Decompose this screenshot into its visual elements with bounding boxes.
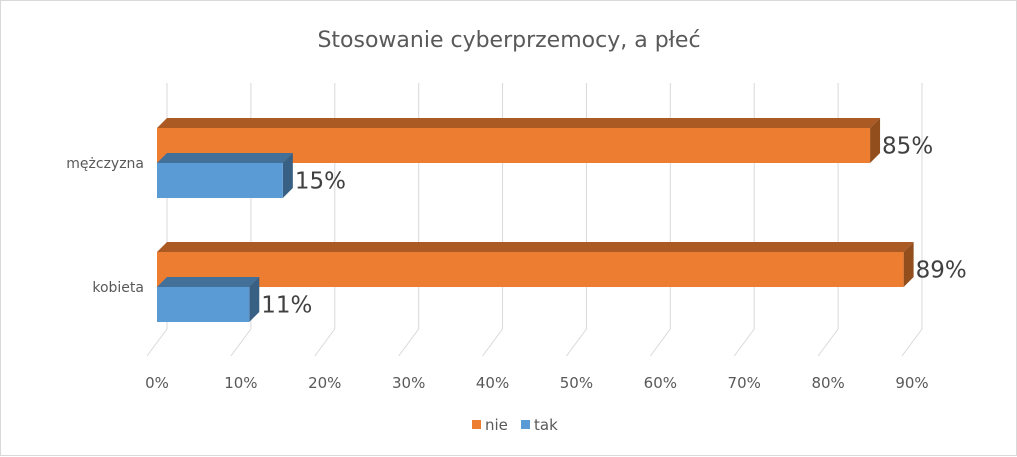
bar-top (157, 153, 293, 163)
bar-side (903, 242, 914, 287)
gridline-floor (566, 328, 587, 357)
x-axis-ticks: 0% 10% 20% 30% 40% 50% 60% 70% 80% 90% (145, 374, 929, 392)
bar (157, 252, 904, 287)
bar (157, 287, 250, 322)
category-label: mężczyzna (66, 156, 144, 172)
gridline-floor (901, 328, 923, 357)
bar-top (157, 118, 881, 128)
bar-top (157, 277, 260, 287)
x-tick-label: 30% (392, 374, 425, 392)
bar-side (282, 153, 293, 198)
x-tick-label: 10% (224, 374, 257, 392)
gridline-floor (146, 328, 168, 357)
gridline-floor (482, 328, 503, 357)
data-label: 85% (882, 134, 933, 160)
legend: nie tak (472, 416, 558, 434)
gridline-floor (398, 328, 420, 357)
x-tick-label: 70% (728, 374, 761, 392)
y-axis-categories: mężczyzna kobieta (66, 156, 144, 296)
bar-top (157, 242, 914, 252)
x-tick-label: 60% (644, 374, 677, 392)
bars (157, 118, 914, 322)
x-tick-label: 90% (895, 374, 928, 392)
data-label: 89% (916, 258, 967, 284)
x-tick-label: 50% (560, 374, 593, 392)
chart-title: Stosowanie cyberprzemocy, a płeć (317, 28, 700, 53)
bar (157, 163, 283, 198)
x-tick-label: 80% (811, 374, 844, 392)
legend-swatch (472, 420, 481, 429)
gridline-floor (649, 328, 671, 357)
bar-side (870, 118, 881, 163)
category-label: kobieta (92, 280, 144, 296)
bar-side (249, 277, 260, 322)
data-label: 15% (295, 169, 346, 195)
gridline-floor (230, 328, 252, 357)
x-tick-label: 40% (476, 374, 509, 392)
legend-label: nie (485, 416, 508, 434)
x-tick-label: 0% (145, 374, 169, 392)
gridline-floor (314, 328, 336, 357)
gridline-floor (817, 328, 839, 357)
data-label: 11% (261, 293, 312, 319)
legend-swatch (521, 420, 530, 429)
x-tick-label: 20% (308, 374, 341, 392)
data-labels: 85% 15% 89% 11% (261, 134, 966, 319)
legend-label: tak (534, 416, 558, 434)
gridline-floor (733, 328, 755, 357)
